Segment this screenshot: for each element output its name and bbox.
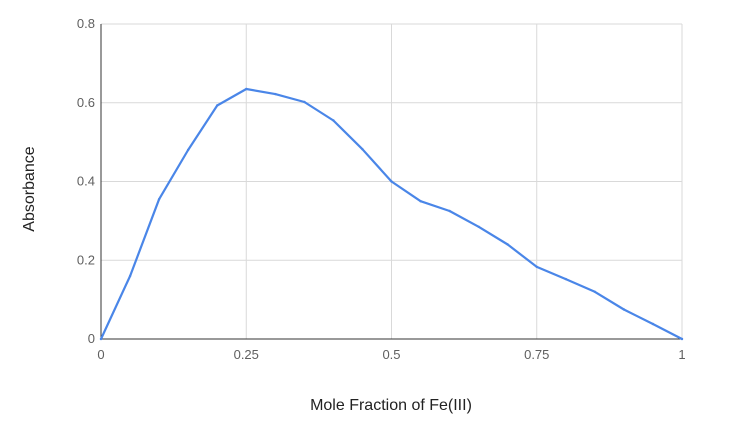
x-tick-label: 0.25 [234, 347, 259, 362]
data-point [274, 92, 277, 96]
data-point [332, 119, 335, 122]
data-point [506, 243, 509, 246]
data-point [593, 290, 596, 293]
data-point [419, 200, 422, 203]
x-tick-label: 0.5 [382, 347, 400, 362]
data-point [622, 308, 626, 311]
data-point [303, 100, 306, 104]
x-axis-title: Mole Fraction of Fe(III) [310, 397, 472, 414]
data-point [564, 277, 567, 281]
axes [100, 24, 682, 340]
data-point [216, 104, 219, 107]
y-axis-title: Absorbance [21, 146, 38, 231]
data-point [99, 337, 103, 341]
data-point [680, 337, 684, 341]
data-point [390, 180, 393, 183]
data-point [157, 198, 161, 201]
data-point [361, 148, 364, 151]
x-tick-label: 1 [678, 347, 685, 362]
data-point [651, 322, 655, 326]
data-point [186, 148, 190, 152]
y-tick-label: 0 [88, 331, 95, 346]
x-tick-label: 0 [97, 347, 104, 362]
data-point [448, 209, 451, 213]
y-tick-label: 0.4 [77, 174, 95, 189]
tick-labels: 0 0.2 0.4 0.6 0.8 0 0.25 0.5 0.75 1 [77, 16, 686, 362]
data-point [477, 225, 480, 228]
y-tick-label: 0.8 [77, 16, 95, 31]
x-tick-label: 0.75 [524, 347, 549, 362]
y-tick-label: 0.6 [77, 95, 95, 110]
y-tick-label: 0.2 [77, 252, 95, 267]
data-point [128, 274, 132, 278]
data-point [535, 265, 538, 269]
data-point [245, 87, 248, 91]
series-layer [99, 87, 684, 341]
